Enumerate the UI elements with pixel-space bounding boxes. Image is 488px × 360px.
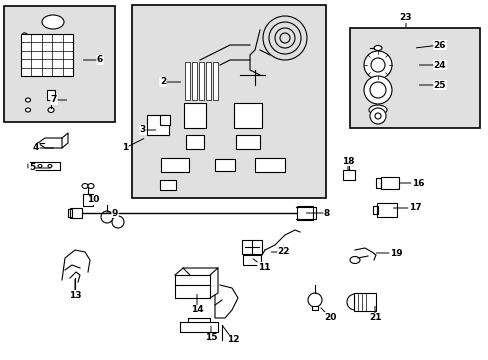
Ellipse shape: [25, 108, 30, 112]
Text: 4: 4: [33, 144, 39, 153]
Ellipse shape: [42, 15, 64, 29]
Text: 14: 14: [190, 306, 203, 315]
Circle shape: [101, 211, 113, 223]
Text: 3: 3: [140, 126, 146, 135]
Text: 26: 26: [433, 40, 446, 49]
Circle shape: [369, 82, 385, 98]
Bar: [185, 135, 203, 149]
Bar: [4, 6, 115, 122]
Text: 1: 1: [122, 144, 128, 153]
Bar: [161, 158, 189, 172]
Ellipse shape: [48, 165, 52, 167]
Text: 18: 18: [341, 157, 353, 166]
Text: 16: 16: [411, 179, 424, 188]
Text: 15: 15: [204, 333, 217, 342]
Circle shape: [307, 293, 321, 307]
Circle shape: [363, 51, 391, 79]
Bar: [311, 306, 317, 310]
Circle shape: [369, 108, 385, 124]
Bar: [215, 159, 235, 171]
Bar: [349, 28, 479, 128]
Ellipse shape: [48, 108, 54, 112]
Circle shape: [363, 76, 391, 104]
Bar: [160, 115, 170, 125]
Text: 11: 11: [257, 262, 270, 271]
Bar: [380, 177, 398, 189]
Bar: [160, 180, 176, 190]
Bar: [376, 203, 396, 217]
Circle shape: [112, 216, 124, 228]
Bar: [184, 62, 190, 100]
Text: 23: 23: [399, 13, 411, 22]
Text: 6: 6: [97, 55, 103, 64]
Text: 8: 8: [323, 208, 329, 217]
Text: 21: 21: [368, 314, 381, 323]
Bar: [192, 62, 197, 100]
Ellipse shape: [25, 98, 30, 102]
Ellipse shape: [25, 44, 31, 48]
Bar: [254, 158, 285, 172]
Ellipse shape: [373, 45, 381, 50]
Text: 22: 22: [277, 248, 290, 256]
Bar: [213, 62, 218, 100]
Bar: [147, 115, 169, 135]
Bar: [242, 240, 262, 254]
Text: 19: 19: [389, 248, 402, 257]
Bar: [296, 206, 312, 220]
Circle shape: [370, 58, 384, 72]
Ellipse shape: [88, 184, 94, 189]
Bar: [199, 62, 203, 100]
Bar: [205, 62, 210, 100]
Text: 17: 17: [408, 203, 421, 212]
Bar: [243, 255, 261, 265]
Text: 13: 13: [69, 291, 81, 300]
Circle shape: [374, 113, 380, 119]
Ellipse shape: [245, 242, 258, 252]
Ellipse shape: [28, 67, 32, 69]
Text: 5: 5: [29, 163, 35, 172]
Bar: [353, 293, 375, 311]
Text: 25: 25: [433, 81, 446, 90]
Bar: [183, 103, 205, 127]
Bar: [21, 34, 73, 76]
Ellipse shape: [82, 184, 88, 189]
Bar: [234, 103, 262, 127]
Text: 2: 2: [160, 77, 166, 86]
Ellipse shape: [349, 256, 359, 264]
Ellipse shape: [368, 105, 386, 115]
Bar: [70, 208, 82, 218]
Bar: [47, 90, 55, 100]
Text: 24: 24: [433, 60, 446, 69]
Ellipse shape: [22, 33, 27, 37]
Ellipse shape: [38, 165, 42, 167]
Circle shape: [346, 294, 362, 310]
Text: 9: 9: [112, 208, 118, 217]
Text: 12: 12: [226, 336, 239, 345]
Text: 10: 10: [87, 195, 99, 204]
Text: 20: 20: [323, 312, 336, 321]
Bar: [236, 135, 260, 149]
Bar: [342, 170, 354, 180]
Bar: [83, 194, 93, 206]
Text: 7: 7: [51, 95, 57, 104]
Bar: [132, 5, 325, 198]
